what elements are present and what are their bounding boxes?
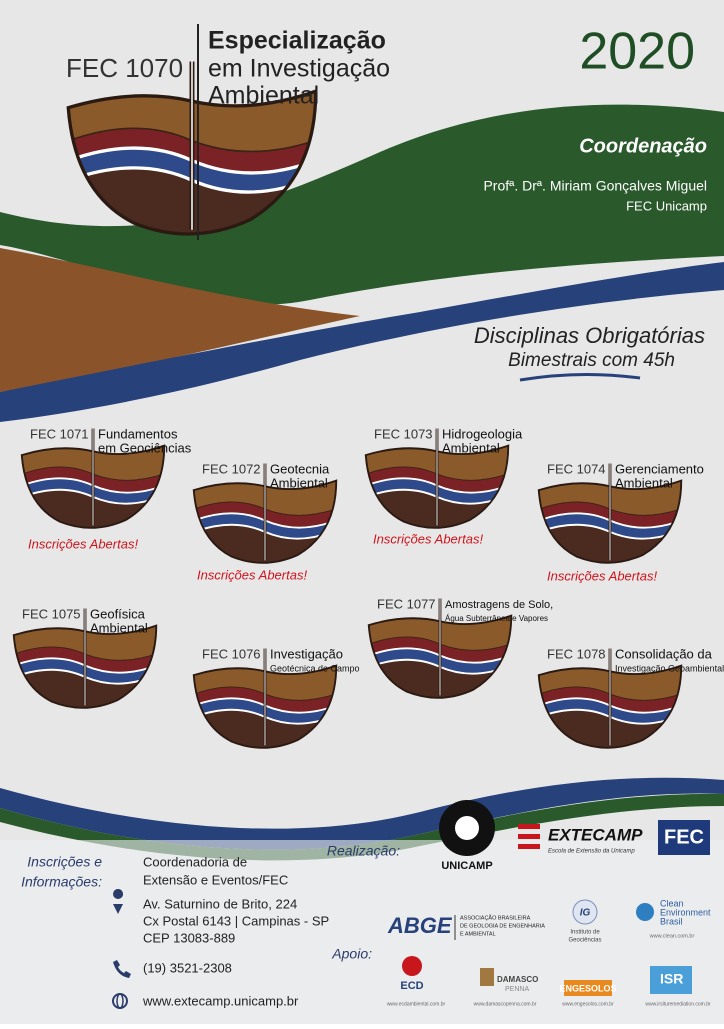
- ecd-logo: [402, 956, 422, 976]
- course-code: FEC 1071: [30, 426, 89, 441]
- course-code: FEC 1078: [547, 646, 606, 661]
- abge-text: DE GEOLOGIA DE ENGENHARIA: [460, 923, 545, 929]
- blue-wave: [0, 262, 724, 422]
- clean-url: www.clean.com.br: [649, 933, 695, 939]
- unicamp-text: UNICAMP: [441, 860, 492, 872]
- abge-logo: ABGE: [387, 913, 453, 938]
- damasco-logo: [480, 968, 494, 986]
- unicamp-logo: [455, 816, 479, 840]
- pin-icon: [113, 889, 124, 914]
- extecamp-text: EXTECAMP: [548, 825, 643, 844]
- isr-url: www.irsituremediation.com.br: [645, 1001, 711, 1007]
- course-name: em Geociências: [98, 440, 192, 455]
- engesolos-text: ENGESOLOS: [559, 983, 616, 993]
- ecd-url: www.ecdambiental.com.br: [387, 1001, 446, 1007]
- course-code: FEC 1072: [202, 461, 261, 476]
- disciplines-title: Disciplinas Obrigatórias: [474, 323, 705, 348]
- course-name: Investigação: [270, 646, 343, 661]
- ig-text: Geociências: [568, 938, 601, 944]
- course-name: Ambiental: [90, 620, 148, 635]
- course-status: Inscrições Abertas!: [373, 531, 483, 546]
- course-code: FEC 1077: [377, 596, 436, 611]
- coordinator-org: FEC Unicamp: [626, 198, 707, 213]
- course-code: FEC 1076: [202, 646, 261, 661]
- abge-text: ASSOCIAÇÃO BRASILEIRA: [460, 914, 531, 921]
- course-name: Consolidação da: [615, 646, 713, 661]
- underline: [519, 372, 641, 382]
- address: Av. Saturnino de Brito, 224: [143, 896, 297, 911]
- coordination-label: Coordenação: [579, 135, 707, 157]
- fec-logo: [658, 820, 710, 855]
- course-code: FEC 1074: [547, 461, 606, 476]
- fec-text: FEC: [664, 826, 704, 848]
- green-wave-bottom: [0, 793, 724, 861]
- course-name: Ambiental: [615, 475, 673, 490]
- address: CEP 13083-889: [143, 930, 235, 945]
- header-title: Ambiental: [208, 82, 319, 110]
- abge-text: E AMBIENTAL: [460, 931, 496, 937]
- realization-label: Realização:: [327, 843, 400, 859]
- phone: (19) 3521-2308: [143, 960, 232, 975]
- disciplines-subtitle: Bimestrais com 45h: [508, 350, 675, 371]
- course-name: Geofísica: [90, 606, 146, 621]
- course-name: Investigação Geoambiental: [615, 663, 724, 673]
- clean-text: Brasil: [660, 916, 683, 926]
- course-name: Hidrogeologia: [442, 426, 523, 441]
- green-wave: [0, 104, 724, 305]
- header-code: FEC 1070: [66, 53, 183, 83]
- blue-wave-bottom: [0, 777, 724, 850]
- address: Cx Postal 6143 | Campinas - SP: [143, 913, 329, 928]
- course-name: Fundamentos: [98, 426, 178, 441]
- header-title: em Investigação: [208, 55, 390, 83]
- damasco-text: PENNA: [505, 986, 529, 993]
- course-name: Ambiental: [442, 440, 500, 455]
- course-status: Inscrições Abertas!: [28, 536, 138, 551]
- globe-icon: [116, 993, 124, 1009]
- contact-org: Coordenadoria de: [143, 854, 247, 869]
- ig-text: IG: [580, 908, 591, 919]
- engesolos-logo: [564, 980, 612, 996]
- isr-logo: [650, 966, 692, 994]
- clean-text: Clean: [660, 898, 684, 908]
- year: 2020: [579, 23, 695, 81]
- contact-org: Extensão e Eventos/FEC: [143, 872, 288, 887]
- course-name: Água Subterrânea e Vapores: [445, 614, 548, 623]
- footer-bg: [0, 840, 724, 1024]
- isr-text: ISR: [660, 971, 683, 987]
- course-status: Inscrições Abertas!: [197, 567, 307, 582]
- course-code: FEC 1075: [22, 606, 81, 621]
- clean-text: Environment: [660, 907, 711, 917]
- ecd-text: ECD: [400, 980, 423, 992]
- engesolos-url: www.engesolos.com.br: [562, 1001, 614, 1007]
- extecamp-icon: [518, 824, 540, 849]
- web: www.extecamp.unicamp.br: [142, 993, 299, 1008]
- contact-label: Inscrições e: [27, 854, 102, 870]
- course-name: Ambiental: [270, 475, 328, 490]
- clean-logo: [636, 903, 654, 921]
- course-code: FEC 1073: [374, 426, 433, 441]
- course-name: Amostragens de Solo,: [445, 599, 553, 611]
- course-name: Gerenciamento: [615, 461, 704, 476]
- course-name: Geotécnica de Campo: [270, 663, 360, 673]
- ig-logo: [572, 899, 598, 925]
- course-name: Geotecnia: [270, 461, 330, 476]
- damasco-url: www.damascopenna.com.br: [474, 1001, 537, 1007]
- contact-label: Informações:: [21, 874, 102, 890]
- support-label: Apoio:: [331, 946, 372, 962]
- brown-wave: [0, 248, 360, 392]
- ig-text: Instituto de: [570, 930, 600, 936]
- phone-icon: [113, 960, 131, 978]
- extecamp-sub: Escola de Extensão da Unicamp: [548, 849, 635, 855]
- coordinator-name: Profª. Drª. Miriam Gonçalves Miguel: [483, 178, 707, 194]
- damasco-text: DAMASCO: [497, 975, 538, 984]
- header-title: Especialização: [208, 27, 386, 55]
- course-status: Inscrições Abertas!: [547, 568, 657, 583]
